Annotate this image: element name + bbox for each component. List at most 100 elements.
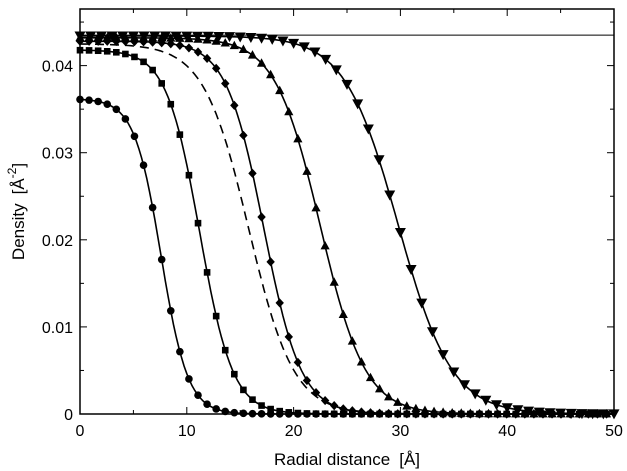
data-point-triangle-up xyxy=(538,408,548,418)
data-point-triangle-down xyxy=(288,38,300,49)
data-point-triangle-up xyxy=(166,33,176,42)
data-point-diamond xyxy=(230,100,239,110)
data-point-triangle-down xyxy=(181,31,193,42)
data-point-circle xyxy=(166,306,175,315)
data-point-triangle-down xyxy=(159,31,171,42)
data-point-triangle-up xyxy=(347,336,357,345)
data-point-diamond xyxy=(366,408,375,418)
data-point-triangle-up xyxy=(384,391,394,401)
data-point-triangle-down xyxy=(533,407,545,418)
data-point-square xyxy=(131,53,138,61)
data-point-triangle-up xyxy=(411,403,421,413)
data-point-circle xyxy=(185,375,193,383)
x-tick-label: 10 xyxy=(178,423,196,440)
data-point-square xyxy=(85,47,93,54)
data-point-square xyxy=(267,405,274,413)
data-point-diamond xyxy=(293,357,303,368)
x-tick-label: 20 xyxy=(285,423,303,440)
data-point-triangle-down xyxy=(491,400,503,411)
data-point-triangle-up xyxy=(520,408,530,418)
data-point-triangle-up xyxy=(393,397,403,406)
data-point-triangle-up xyxy=(275,85,285,95)
y-tick-label: 0.02 xyxy=(42,233,73,250)
data-point-circle xyxy=(121,115,130,123)
data-point-square xyxy=(285,409,293,416)
data-point-triangle-down xyxy=(95,31,107,42)
data-point-circle xyxy=(194,391,202,400)
data-point-diamond xyxy=(193,47,203,57)
data-point-triangle-up xyxy=(229,40,239,50)
data-point-diamond xyxy=(257,212,266,222)
data-point-triangle-up xyxy=(502,408,512,418)
series-none xyxy=(79,43,614,415)
data-point-square xyxy=(122,50,129,58)
data-point-triangle-up xyxy=(293,133,303,143)
data-point-triangle-down xyxy=(85,31,97,42)
data-point-diamond xyxy=(339,404,348,414)
data-point-square xyxy=(94,47,102,55)
data-point-triangle-down xyxy=(127,31,139,42)
data-point-diamond xyxy=(302,375,312,386)
data-point-diamond xyxy=(239,130,248,140)
data-point-triangle-up xyxy=(284,106,294,116)
series-line xyxy=(80,49,614,415)
data-point-triangle-up xyxy=(175,33,185,42)
data-point-square xyxy=(149,66,156,74)
data-point-triangle-up xyxy=(483,408,494,418)
data-point-triangle-up xyxy=(102,32,112,42)
data-point-circle xyxy=(176,347,184,356)
x-axis-unit: Å xyxy=(404,450,416,469)
data-point-square xyxy=(231,370,238,378)
data-point-diamond xyxy=(284,332,293,342)
data-point-diamond xyxy=(275,298,284,308)
data-point-square xyxy=(276,407,284,415)
data-point-triangle-down xyxy=(437,350,449,361)
data-point-triangle-down xyxy=(202,31,214,42)
x-tick-label: 40 xyxy=(498,423,516,440)
data-point-triangle-down xyxy=(277,36,289,47)
data-point-circle xyxy=(203,400,211,409)
data-point-square xyxy=(249,396,256,403)
data-point-triangle-down xyxy=(266,34,278,45)
data-point-triangle-down xyxy=(213,31,225,42)
data-point-square xyxy=(212,312,220,320)
data-point-triangle-up xyxy=(511,408,521,418)
data-point-triangle-up xyxy=(374,384,385,393)
data-point-triangle-up xyxy=(529,408,539,418)
data-point-triangle-up xyxy=(211,36,221,45)
data-point-triangle-up xyxy=(238,44,249,53)
data-point-triangle-down xyxy=(170,31,182,42)
data-point-triangle-up xyxy=(247,50,258,59)
series-line xyxy=(80,37,614,415)
data-point-diamond xyxy=(103,36,112,46)
data-point-circle xyxy=(94,97,102,106)
data-point-circle xyxy=(139,161,148,169)
data-point-triangle-up xyxy=(492,408,503,418)
data-point-triangle-down xyxy=(362,124,374,135)
data-point-triangle-down xyxy=(256,33,268,44)
data-point-diamond xyxy=(157,38,166,48)
data-point-square xyxy=(113,48,120,56)
data-point-triangle-up xyxy=(365,372,376,382)
data-point-square xyxy=(176,131,184,138)
data-point-triangle-down xyxy=(245,33,257,44)
data-point-triangle-up xyxy=(157,33,167,42)
y-tick-label: 0.01 xyxy=(42,320,73,337)
data-point-diamond xyxy=(166,39,175,49)
series-line xyxy=(79,43,614,415)
series-circle xyxy=(76,95,614,418)
data-point-triangle-down xyxy=(512,405,524,416)
data-point-triangle-up xyxy=(420,405,430,414)
data-point-circle xyxy=(130,132,139,141)
data-point-triangle-up xyxy=(329,277,339,286)
data-point-square xyxy=(221,346,229,354)
series-layer xyxy=(74,31,620,420)
data-point-diamond xyxy=(202,53,212,64)
data-point-diamond xyxy=(348,406,357,416)
data-point-triangle-up xyxy=(429,406,439,416)
data-point-square xyxy=(167,100,175,108)
data-point-square xyxy=(103,48,111,55)
data-point-triangle-up xyxy=(256,58,267,67)
data-point-circle xyxy=(230,408,239,417)
data-point-circle xyxy=(212,405,220,413)
